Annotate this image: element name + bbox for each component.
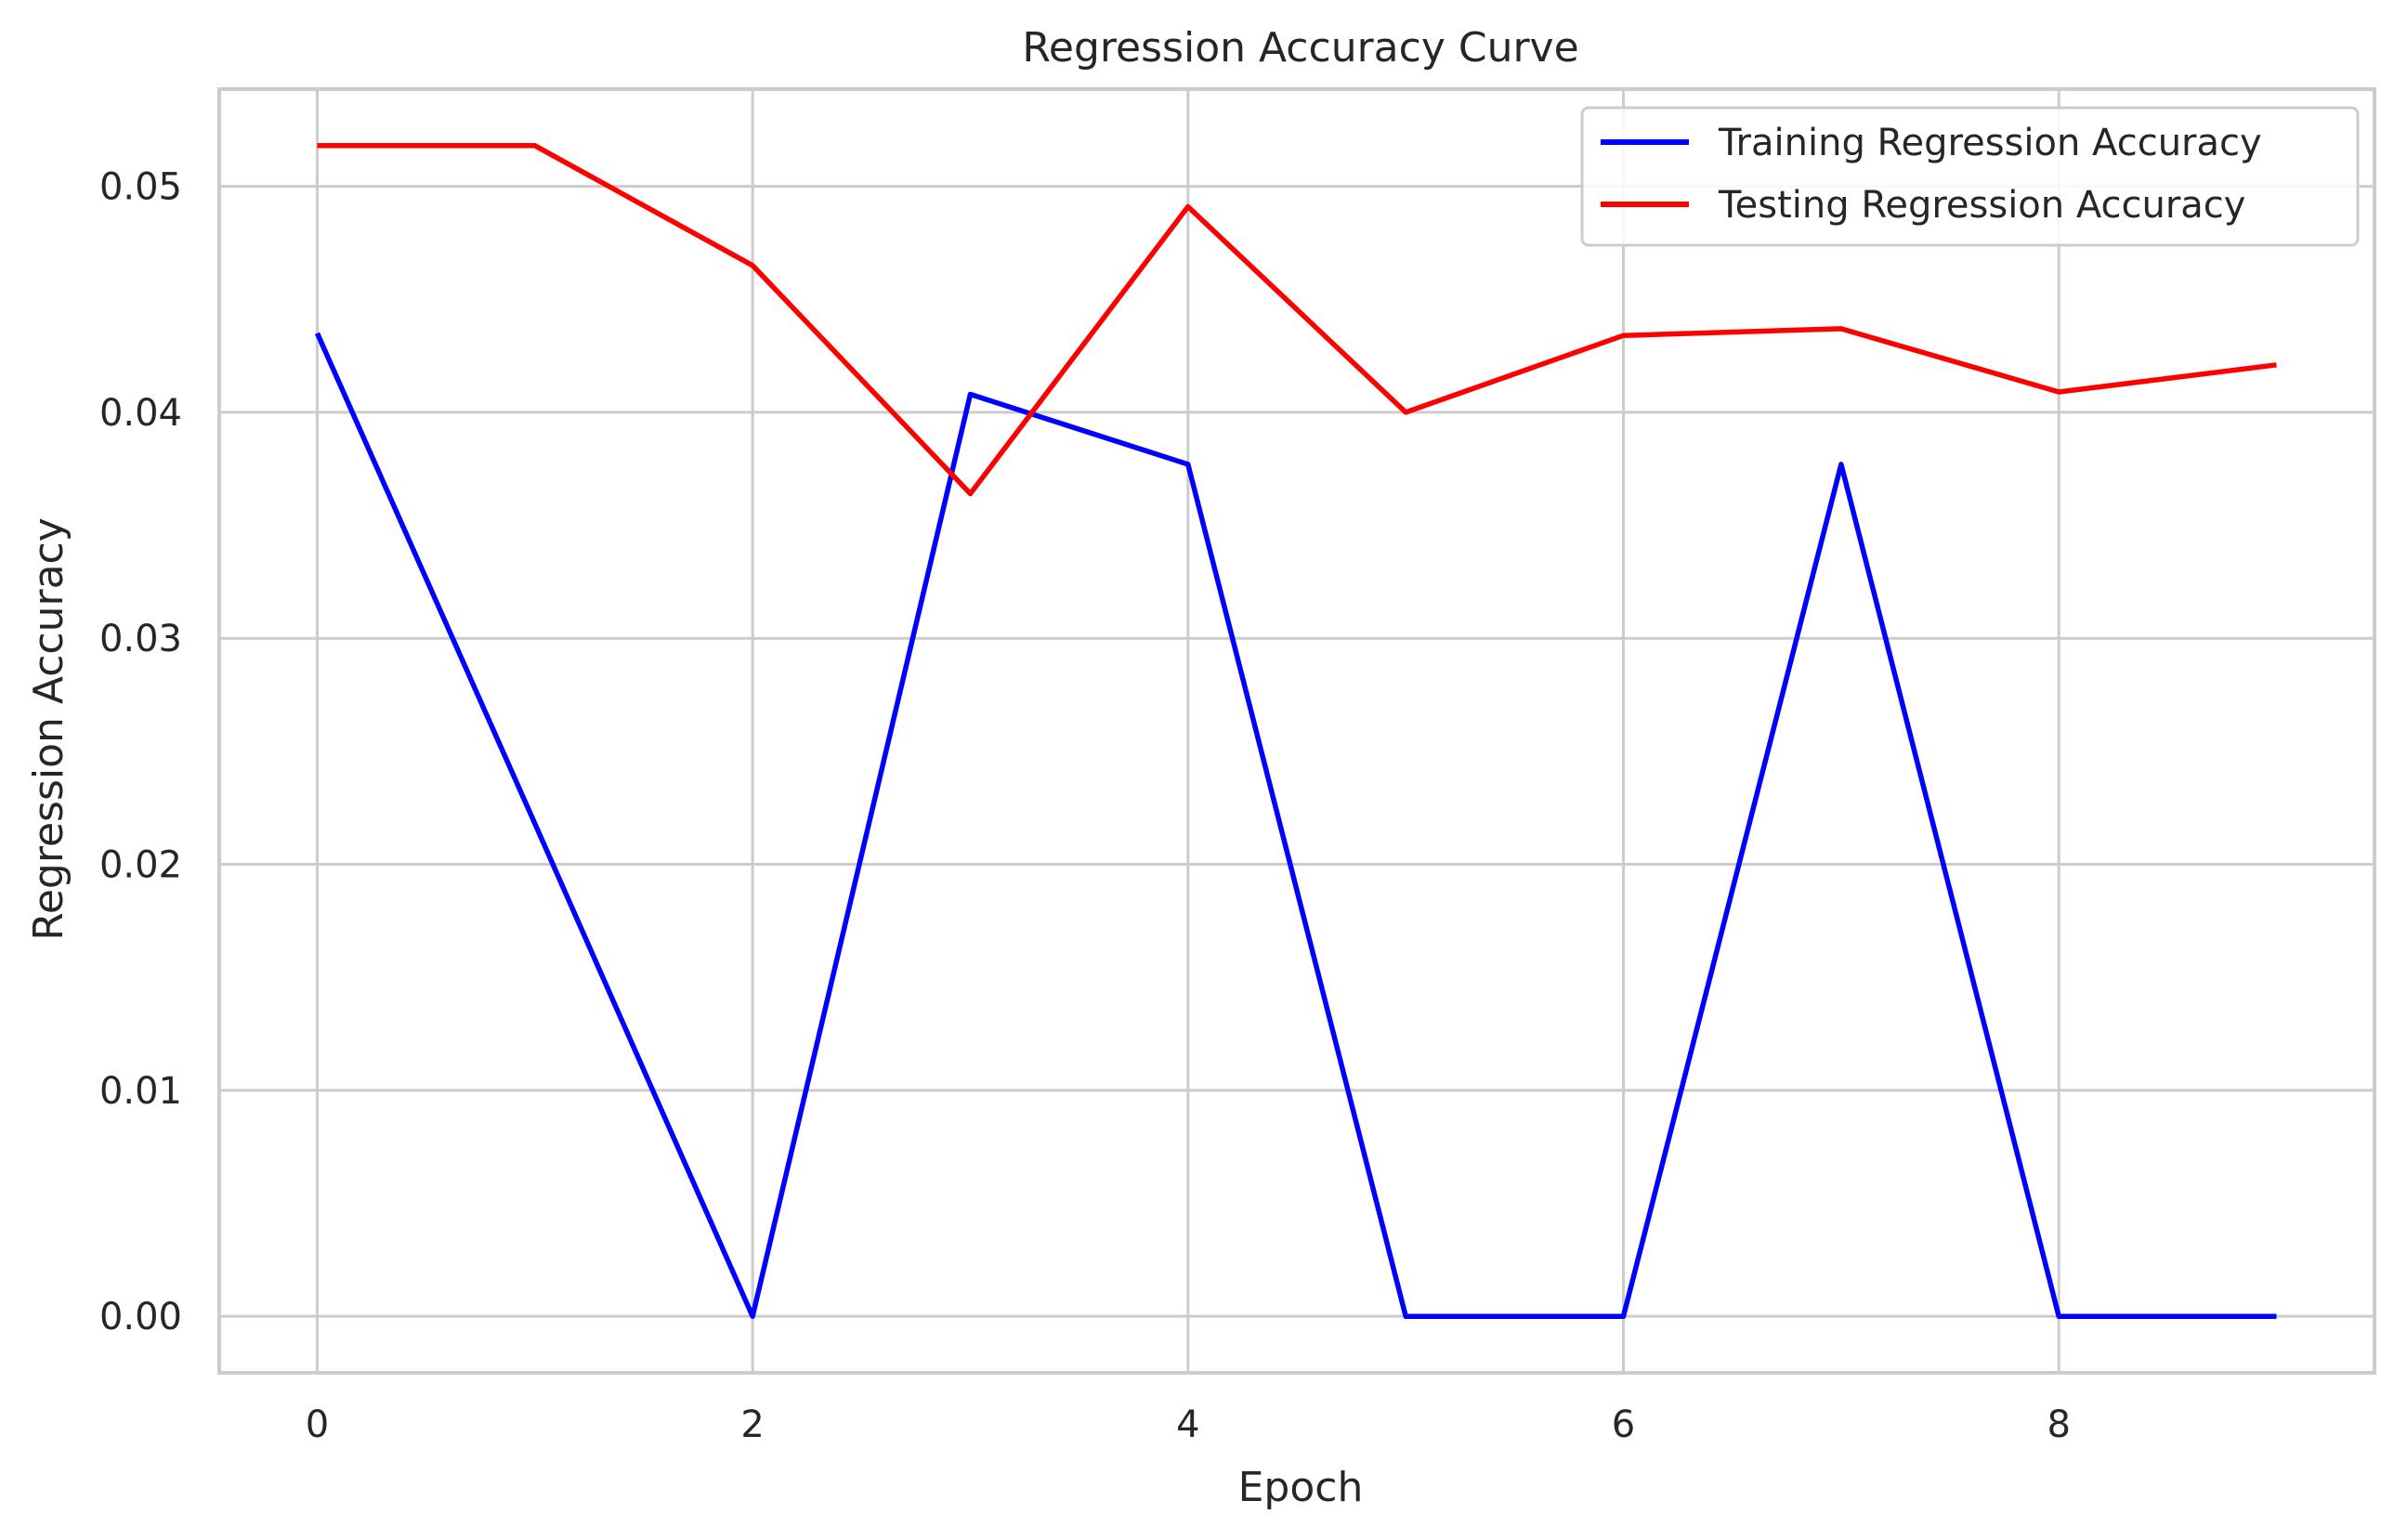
chart-title: Regression Accuracy Curve: [1022, 24, 1578, 72]
x-axis-label: Epoch: [1238, 1464, 1364, 1511]
x-tick-labels: 0 2 4 6 8: [306, 1403, 2071, 1446]
x-tick-label: 8: [2047, 1403, 2070, 1446]
y-tick-labels: 0.00 0.01 0.02 0.03 0.04 0.05: [99, 166, 182, 1339]
legend: Training Regression Accuracy Testing Reg…: [1580, 106, 2360, 247]
y-tick-label: 0.02: [99, 844, 182, 887]
series-line-testing: [317, 143, 2277, 497]
legend-label-testing: Testing Regression Accuracy: [1718, 184, 2245, 227]
y-tick-label: 0.05: [99, 166, 182, 209]
y-tick-label: 0.03: [99, 618, 182, 660]
x-tick-label: 0: [306, 1403, 329, 1446]
plot-frame: [217, 87, 2376, 1375]
grid-lines: [219, 89, 2374, 1373]
y-axis-label: Regression Accuracy: [25, 517, 72, 941]
y-tick-label: 0.01: [99, 1070, 182, 1113]
x-tick-label: 4: [1176, 1403, 1199, 1446]
series-line-training: [314, 332, 2277, 1319]
series-lines: [314, 143, 2277, 1319]
y-tick-label: 0.04: [99, 392, 182, 435]
x-tick-label: 6: [1612, 1403, 1635, 1446]
x-tick-label: 2: [740, 1403, 764, 1446]
legend-label-training: Training Regression Accuracy: [1718, 122, 2262, 164]
legend-box: [1580, 106, 2360, 247]
y-tick-label: 0.00: [99, 1296, 182, 1338]
